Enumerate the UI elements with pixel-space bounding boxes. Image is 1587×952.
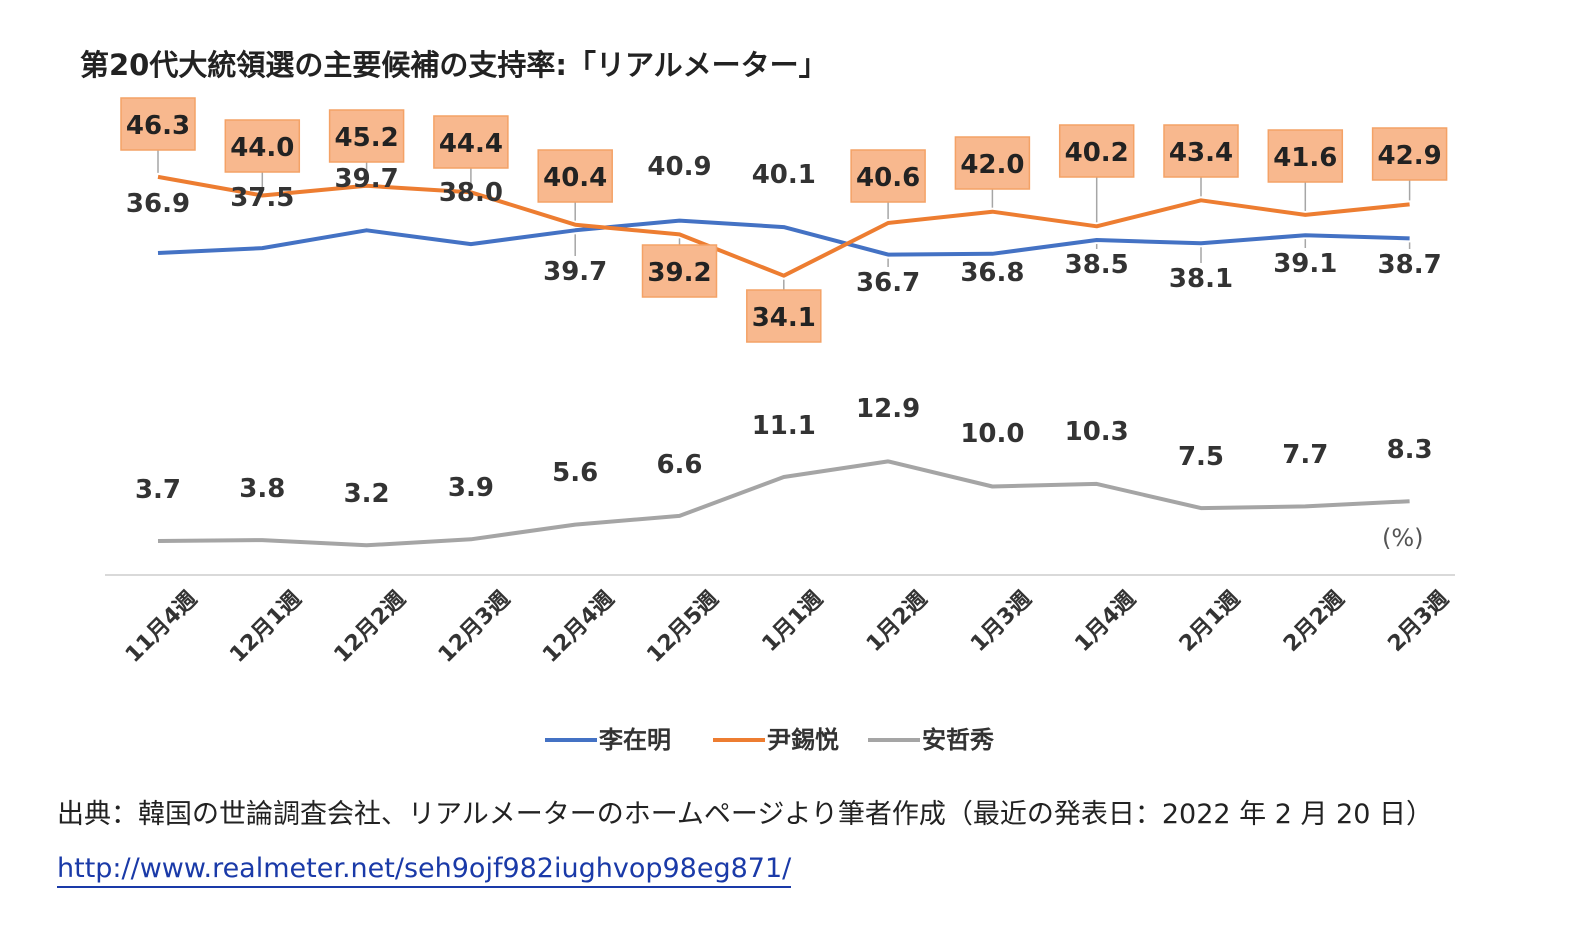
data-label-box [537,149,613,203]
data-label-yoon: 42.9 [1371,127,1448,181]
data-label-ahn: 7.7 [1282,440,1328,470]
chart-title: 第20代大統領選の主要候補の支持率:「リアルメーター」 [80,48,828,82]
data-label-ahn: 3.2 [344,479,390,509]
legend-label: 李在明 [599,726,671,754]
data-label-lee: 38.0 [439,178,503,208]
x-tick-label: 1月4週 [1070,587,1140,657]
chart-container: 第20代大統領選の主要候補の支持率:「リアルメーター」 36.9 37.5 39.7… [80,48,1455,754]
x-tick-label: 12月2週 [330,587,411,668]
data-label-text: 46.3 [126,111,190,141]
data-label-ahn: 6.6 [656,450,702,480]
x-tick-label: 1月2週 [862,587,932,657]
data-label-box [746,289,822,343]
legend-label: 尹錫悦 [767,726,839,754]
data-label-box [1163,124,1239,178]
data-label-ahn: 5.6 [552,458,598,488]
data-label-yoon: 45.2 [328,109,405,163]
x-tick-label: 2月3週 [1383,587,1453,657]
data-label-box [433,115,509,169]
legend-item: 尹錫悦 [713,726,839,754]
data-label-lee: 39.1 [1273,249,1337,279]
data-label-ahn: 3.8 [239,474,285,504]
data-label-text: 34.1 [752,303,816,333]
data-label-ahn: 11.1 [752,411,816,441]
legend-item: 李在明 [545,726,671,754]
data-label-lee: 36.7 [856,268,920,298]
x-tick-label: 1月1週 [758,587,828,657]
series-line-ahn [157,459,1410,548]
data-label-yoon: 43.4 [1163,124,1239,178]
data-label-box [1058,124,1135,178]
data-label-text: 40.2 [1065,138,1129,168]
data-label-text: 41.6 [1273,143,1337,173]
x-tick-label: 2月2週 [1279,587,1349,657]
data-label-yoon: 40.6 [850,149,926,203]
data-label-ahn: 3.9 [448,473,494,503]
legend-label: 安哲秀 [922,726,994,754]
data-label-ahn: 7.5 [1178,442,1224,472]
source-note: 出典：韓国の世論調査会社、リアルメーターのホームページより筆者作成（最近の発表日… [57,799,1433,830]
x-tick-label: 1月3週 [966,587,1036,657]
data-label-yoon: 44.4 [433,115,509,169]
data-label-yoon: 42.0 [954,136,1031,190]
legend-item: 安哲秀 [868,726,994,754]
x-tick-label: 12月3週 [434,587,515,668]
data-label-yoon: 39.2 [641,244,718,298]
data-label-text: 42.9 [1378,141,1442,171]
data-label-text: 45.2 [335,123,399,153]
series-line-lee [157,218,1410,257]
data-label-text: 42.0 [960,150,1024,180]
data-label-yoon: 44.0 [224,119,301,173]
data-label-lee: 40.1 [752,160,816,190]
line-chart: 第20代大統領選の主要候補の支持率:「リアルメーター」 36.9 37.5 39.7… [80,48,1455,754]
data-label-text: 40.4 [543,163,607,193]
data-label-lee: 38.1 [1169,264,1233,294]
data-label-box [1267,129,1344,183]
data-label-ahn: 10.0 [960,419,1024,449]
data-label-box [954,136,1031,190]
data-label-lee: 40.9 [647,152,711,182]
x-tick-label: 12月1週 [225,587,306,668]
source-link[interactable]: http://www.realmeter.net/seh9ojf982iughv… [57,853,792,888]
data-label-box [328,109,405,163]
data-label-lee: 36.9 [126,189,190,219]
data-label-ahn: 8.3 [1387,435,1433,465]
x-tick-label: 12月4週 [538,587,619,668]
data-label-lee: 39.7 [543,257,607,287]
data-label-box [1371,127,1448,181]
data-label-text: 40.6 [856,163,920,193]
data-label-yoon: 41.6 [1267,129,1344,183]
data-label-box [120,97,196,151]
data-label-lee: 38.5 [1065,250,1129,280]
data-label-box [224,119,301,173]
series-line-yoon [157,174,1410,278]
data-label-yoon: 34.1 [746,289,822,343]
data-label-ahn: 12.9 [856,394,920,424]
data-label-box [850,149,926,203]
x-tick-label: 12月5週 [642,587,723,668]
data-label-yoon: 46.3 [120,97,196,151]
data-label-ahn: 3.7 [135,475,181,505]
data-label-text: 44.4 [439,129,503,159]
data-label-box [641,244,718,298]
data-label-lee: 38.7 [1378,250,1442,280]
data-label-text: 39.2 [647,258,711,288]
unit-label: (%) [1382,524,1424,552]
data-label-lee: 39.7 [335,164,399,194]
data-label-text: 44.0 [230,133,294,163]
data-label-yoon: 40.4 [537,149,613,203]
data-label-yoon: 40.2 [1058,124,1135,178]
data-label-ahn: 10.3 [1065,417,1129,447]
data-label-lee: 36.8 [960,258,1024,288]
data-label-text: 43.4 [1169,138,1233,168]
x-tick-label: 2月1週 [1175,587,1245,657]
data-label-lee: 37.5 [230,183,294,213]
x-tick-label: 11月4週 [121,587,202,668]
